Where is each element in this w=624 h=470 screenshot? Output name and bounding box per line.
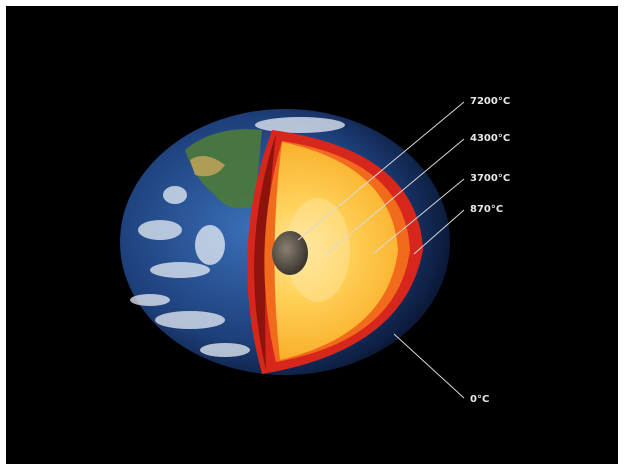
temperature-label: 870°C [470, 204, 503, 215]
temperature-label: 3700°C [470, 173, 510, 184]
temperature-label: 0°C [470, 394, 489, 405]
cutaway [247, 130, 423, 374]
inner-core [272, 231, 308, 275]
temperature-label: 4300°C [470, 133, 510, 144]
pointers [297, 101, 465, 399]
temperature-label: 7200°C [470, 96, 510, 107]
